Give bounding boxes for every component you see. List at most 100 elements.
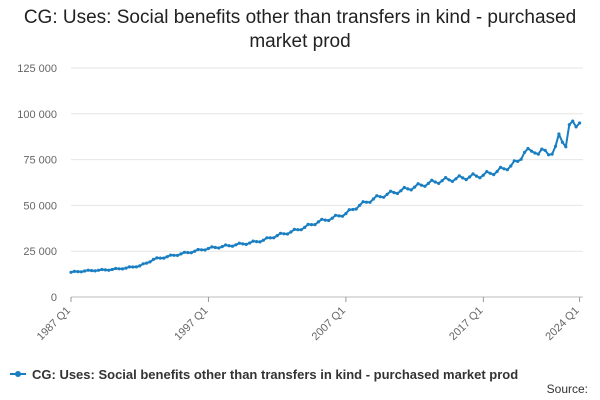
data-point-47[interactable] [230, 244, 235, 248]
data-point-124[interactable] [495, 169, 499, 174]
data-point-8[interactable] [96, 268, 101, 272]
data-point-146[interactable] [571, 119, 575, 123]
data-point-45[interactable] [224, 243, 228, 247]
data-point-100[interactable] [413, 185, 417, 189]
data-point-81[interactable] [347, 208, 351, 212]
data-point-120[interactable] [481, 173, 485, 177]
data-point-125[interactable] [498, 165, 503, 169]
data-point-109[interactable] [444, 176, 448, 180]
data-point-126[interactable] [502, 167, 506, 171]
data-point-50[interactable] [241, 242, 245, 246]
data-point-144[interactable] [564, 145, 568, 149]
data-point-95[interactable] [395, 191, 399, 196]
data-point-59[interactable] [272, 236, 276, 240]
data-point-43[interactable] [217, 246, 221, 250]
data-point-2[interactable] [76, 270, 80, 274]
data-point-12[interactable] [110, 267, 114, 272]
data-point-119[interactable] [478, 176, 482, 180]
data-point-68[interactable] [303, 225, 307, 229]
data-point-48[interactable] [234, 243, 238, 247]
data-point-17[interactable] [127, 265, 131, 269]
data-point-128[interactable] [509, 164, 513, 168]
data-point-99[interactable] [409, 188, 413, 192]
data-point-26[interactable] [158, 256, 162, 260]
data-point-30[interactable] [172, 253, 176, 257]
data-point-10[interactable] [103, 268, 107, 272]
data-point-75[interactable] [327, 218, 331, 223]
data-point-97[interactable] [402, 185, 406, 190]
data-point-104[interactable] [426, 181, 430, 185]
data-point-1[interactable] [72, 269, 76, 273]
data-point-25[interactable] [155, 256, 159, 260]
data-point-33[interactable] [182, 250, 186, 254]
data-point-44[interactable] [220, 245, 224, 249]
data-point-61[interactable] [279, 231, 283, 235]
data-point-42[interactable] [213, 245, 217, 250]
data-point-115[interactable] [464, 178, 468, 182]
data-point-114[interactable] [461, 176, 465, 180]
data-point-67[interactable] [299, 228, 303, 232]
data-point-56[interactable] [261, 238, 265, 242]
data-point-32[interactable] [179, 252, 183, 256]
data-point-130[interactable] [516, 159, 520, 163]
data-point-76[interactable] [330, 216, 334, 220]
data-point-64[interactable] [289, 230, 293, 234]
data-point-21[interactable] [141, 262, 145, 266]
data-point-127[interactable] [505, 168, 509, 172]
data-point-53[interactable] [251, 239, 255, 243]
data-point-54[interactable] [255, 240, 259, 244]
data-point-87[interactable] [368, 200, 372, 204]
data-point-9[interactable] [100, 267, 104, 272]
data-point-89[interactable] [375, 194, 379, 198]
data-point-13[interactable] [114, 266, 118, 271]
data-point-0[interactable] [69, 270, 73, 274]
data-point-49[interactable] [237, 241, 241, 245]
data-point-37[interactable] [196, 247, 200, 252]
data-point-83[interactable] [354, 207, 358, 211]
data-point-5[interactable] [86, 268, 90, 272]
data-point-93[interactable] [389, 189, 393, 193]
data-point-16[interactable] [124, 266, 128, 270]
data-point-108[interactable] [440, 179, 444, 183]
data-point-132[interactable] [523, 150, 527, 154]
data-point-117[interactable] [471, 172, 475, 176]
data-point-18[interactable] [131, 265, 135, 269]
data-point-70[interactable] [309, 223, 314, 227]
data-point-123[interactable] [492, 173, 496, 177]
data-point-41[interactable] [210, 245, 214, 249]
data-point-91[interactable] [382, 195, 386, 199]
data-point-28[interactable] [165, 255, 169, 259]
data-point-24[interactable] [151, 257, 156, 261]
data-point-111[interactable] [450, 179, 454, 183]
data-point-145[interactable] [567, 123, 571, 127]
data-point-34[interactable] [186, 251, 190, 255]
data-point-107[interactable] [437, 181, 441, 185]
data-point-74[interactable] [323, 218, 327, 222]
data-point-102[interactable] [419, 183, 424, 187]
data-point-142[interactable] [557, 132, 561, 136]
data-point-57[interactable] [265, 236, 269, 240]
data-point-136[interactable] [536, 152, 540, 156]
data-point-147[interactable] [574, 125, 578, 129]
data-point-139[interactable] [547, 153, 551, 157]
data-point-143[interactable] [560, 140, 565, 144]
data-point-118[interactable] [474, 174, 479, 178]
data-point-63[interactable] [285, 232, 290, 236]
data-point-92[interactable] [385, 192, 389, 196]
data-point-65[interactable] [292, 227, 296, 231]
data-point-58[interactable] [268, 236, 272, 240]
data-point-31[interactable] [175, 253, 180, 257]
data-point-134[interactable] [529, 149, 534, 153]
data-point-22[interactable] [145, 261, 149, 265]
data-point-14[interactable] [117, 267, 121, 271]
data-point-73[interactable] [320, 217, 324, 221]
data-point-90[interactable] [378, 195, 382, 199]
data-point-135[interactable] [533, 151, 537, 155]
data-point-84[interactable] [358, 203, 362, 207]
data-point-133[interactable] [526, 146, 530, 151]
data-point-46[interactable] [227, 244, 231, 248]
data-point-66[interactable] [296, 228, 300, 232]
data-point-40[interactable] [206, 246, 210, 251]
data-point-79[interactable] [340, 214, 345, 218]
data-point-103[interactable] [423, 184, 427, 188]
